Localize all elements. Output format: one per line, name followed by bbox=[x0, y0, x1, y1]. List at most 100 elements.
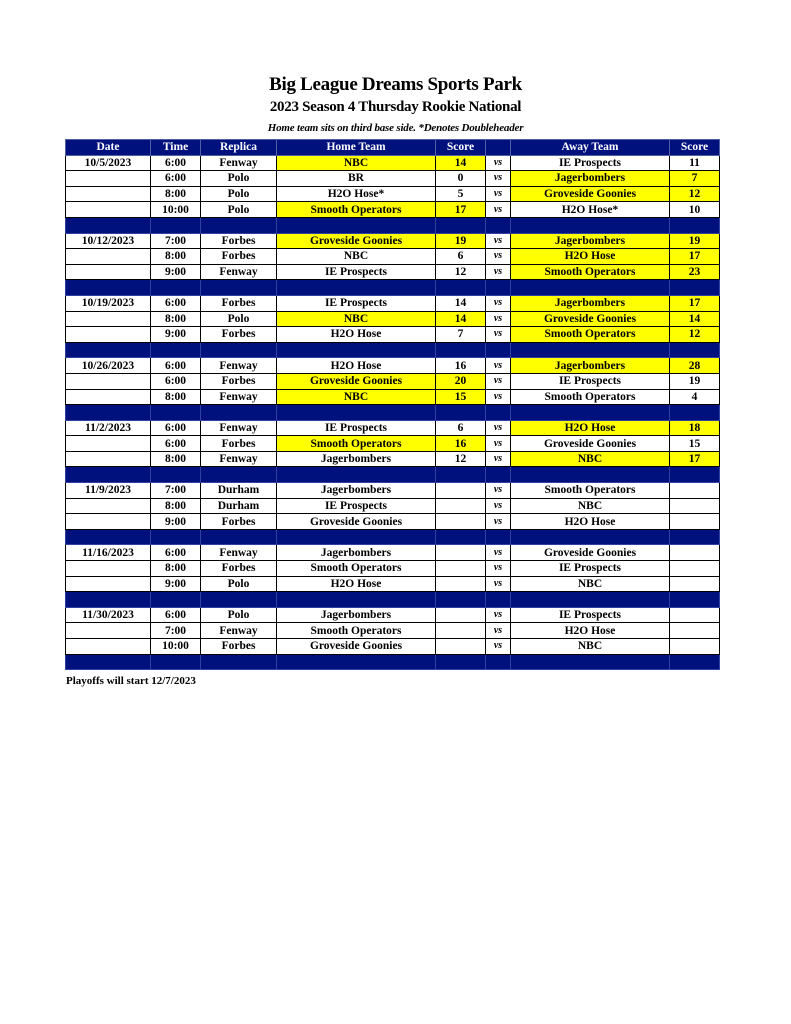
home-team: Smooth Operators bbox=[276, 201, 436, 218]
date-empty bbox=[65, 513, 151, 530]
away-team: H2O Hose bbox=[510, 419, 670, 437]
game-row: 6:00 Forbes Smooth Operators 16 vs Groveside … bbox=[65, 435, 720, 452]
game-time: 6:00 bbox=[150, 154, 201, 172]
home-score: 12 bbox=[435, 263, 486, 281]
separator-cell bbox=[669, 279, 720, 296]
separator-cell bbox=[485, 341, 511, 359]
vs-label: vs bbox=[485, 310, 511, 328]
away-score bbox=[669, 606, 720, 624]
home-team: Jagerbombers bbox=[276, 450, 436, 468]
week-separator bbox=[65, 216, 720, 234]
home-score: 16 bbox=[435, 435, 486, 452]
game-time: 6:00 bbox=[150, 294, 201, 312]
home-score bbox=[435, 482, 486, 499]
vs-label: vs bbox=[485, 450, 511, 468]
game-field: Forbes bbox=[200, 232, 277, 250]
away-score: 23 bbox=[669, 263, 720, 281]
separator-cell bbox=[510, 591, 670, 608]
home-team: IE Prospects bbox=[276, 294, 436, 312]
away-team: Groveside Goonies bbox=[510, 435, 670, 452]
game-row: 8:00 Durham IE Prospects vs NBC bbox=[65, 497, 720, 515]
home-score: 17 bbox=[435, 201, 486, 218]
date-empty bbox=[65, 248, 151, 265]
away-team: Jagerbombers bbox=[510, 357, 670, 374]
vs-label: vs bbox=[485, 248, 511, 265]
separator-cell bbox=[669, 466, 720, 484]
game-time: 6:00 bbox=[150, 435, 201, 452]
separator-cell bbox=[200, 653, 277, 671]
game-row: 6:00 Polo BR 0 vs Jagerbombers 7 bbox=[65, 170, 720, 187]
week-separator bbox=[65, 591, 720, 608]
game-row: 8:00 Forbes NBC 6 vs H2O Hose 17 bbox=[65, 248, 720, 265]
game-row: 8:00 Forbes Smooth Operators vs IE Prospects bbox=[65, 560, 720, 577]
vs-label: vs bbox=[485, 482, 511, 499]
home-score bbox=[435, 544, 486, 562]
game-row: 8:00 Fenway NBC 15 vs Smooth Operators 4 bbox=[65, 388, 720, 406]
separator-cell bbox=[485, 216, 511, 234]
away-score: 4 bbox=[669, 388, 720, 406]
game-field: Durham bbox=[200, 497, 277, 515]
date-empty bbox=[65, 450, 151, 468]
separator-cell bbox=[485, 591, 511, 608]
separator-cell bbox=[150, 216, 201, 234]
separator-cell bbox=[65, 404, 151, 421]
game-field: Forbes bbox=[200, 638, 277, 655]
vs-label: vs bbox=[485, 232, 511, 250]
game-time: 10:00 bbox=[150, 201, 201, 218]
game-date: 10/5/2023 bbox=[65, 154, 151, 172]
game-field: Forbes bbox=[200, 372, 277, 390]
game-row: 10/5/2023 6:00 Fenway NBC 14 vs IE Prospects 11 bbox=[65, 154, 720, 172]
home-team: Smooth Operators bbox=[276, 435, 436, 452]
game-row: 9:00 Polo H2O Hose vs NBC bbox=[65, 575, 720, 593]
away-score: 17 bbox=[669, 294, 720, 312]
game-row: 11/2/2023 6:00 Fenway IE Prospects 6 vs H2O Ho… bbox=[65, 419, 720, 437]
separator-cell bbox=[65, 279, 151, 296]
vs-label: vs bbox=[485, 201, 511, 218]
schedule-table: Date Time Replica Home Team Score Away T… bbox=[65, 139, 720, 671]
date-empty bbox=[65, 622, 151, 639]
game-time: 9:00 bbox=[150, 263, 201, 281]
game-time: 6:00 bbox=[150, 544, 201, 562]
vs-label: vs bbox=[485, 560, 511, 577]
home-team: Groveside Goonies bbox=[276, 372, 436, 390]
away-team: Smooth Operators bbox=[510, 482, 670, 499]
game-row: 9:00 Fenway IE Prospects 12 vs Smooth Operato… bbox=[65, 263, 720, 281]
home-team: Smooth Operators bbox=[276, 560, 436, 577]
away-team: Jagerbombers bbox=[510, 232, 670, 250]
separator-cell bbox=[65, 653, 151, 671]
home-score bbox=[435, 497, 486, 515]
game-field: Fenway bbox=[200, 154, 277, 172]
home-score: 7 bbox=[435, 326, 486, 343]
away-score: 28 bbox=[669, 357, 720, 374]
week-separator bbox=[65, 528, 720, 546]
game-field: Polo bbox=[200, 201, 277, 218]
separator-cell bbox=[510, 216, 670, 234]
vs-label: vs bbox=[485, 263, 511, 281]
date-empty bbox=[65, 575, 151, 593]
separator-cell bbox=[669, 528, 720, 546]
home-team: NBC bbox=[276, 310, 436, 328]
vs-label: vs bbox=[485, 606, 511, 624]
separator-cell bbox=[150, 591, 201, 608]
page-title: Big League Dreams Sports Park bbox=[269, 74, 522, 95]
home-team: H2O Hose bbox=[276, 357, 436, 374]
separator-cell bbox=[510, 279, 670, 296]
separator-cell bbox=[200, 341, 277, 359]
away-score: 17 bbox=[669, 450, 720, 468]
away-score bbox=[669, 622, 720, 639]
game-field: Fenway bbox=[200, 622, 277, 639]
home-score: 14 bbox=[435, 294, 486, 312]
separator-cell bbox=[276, 404, 436, 421]
game-row: 7:00 Fenway Smooth Operators vs H2O Hose bbox=[65, 622, 720, 639]
game-time: 9:00 bbox=[150, 513, 201, 530]
game-date: 10/12/2023 bbox=[65, 232, 151, 250]
game-field: Fenway bbox=[200, 450, 277, 468]
game-date: 11/2/2023 bbox=[65, 419, 151, 437]
home-score: 5 bbox=[435, 185, 486, 203]
separator-cell bbox=[65, 341, 151, 359]
home-score: 14 bbox=[435, 310, 486, 328]
separator-cell bbox=[150, 653, 201, 671]
home-team: Groveside Goonies bbox=[276, 638, 436, 655]
game-time: 6:00 bbox=[150, 606, 201, 624]
week-separator bbox=[65, 653, 720, 671]
